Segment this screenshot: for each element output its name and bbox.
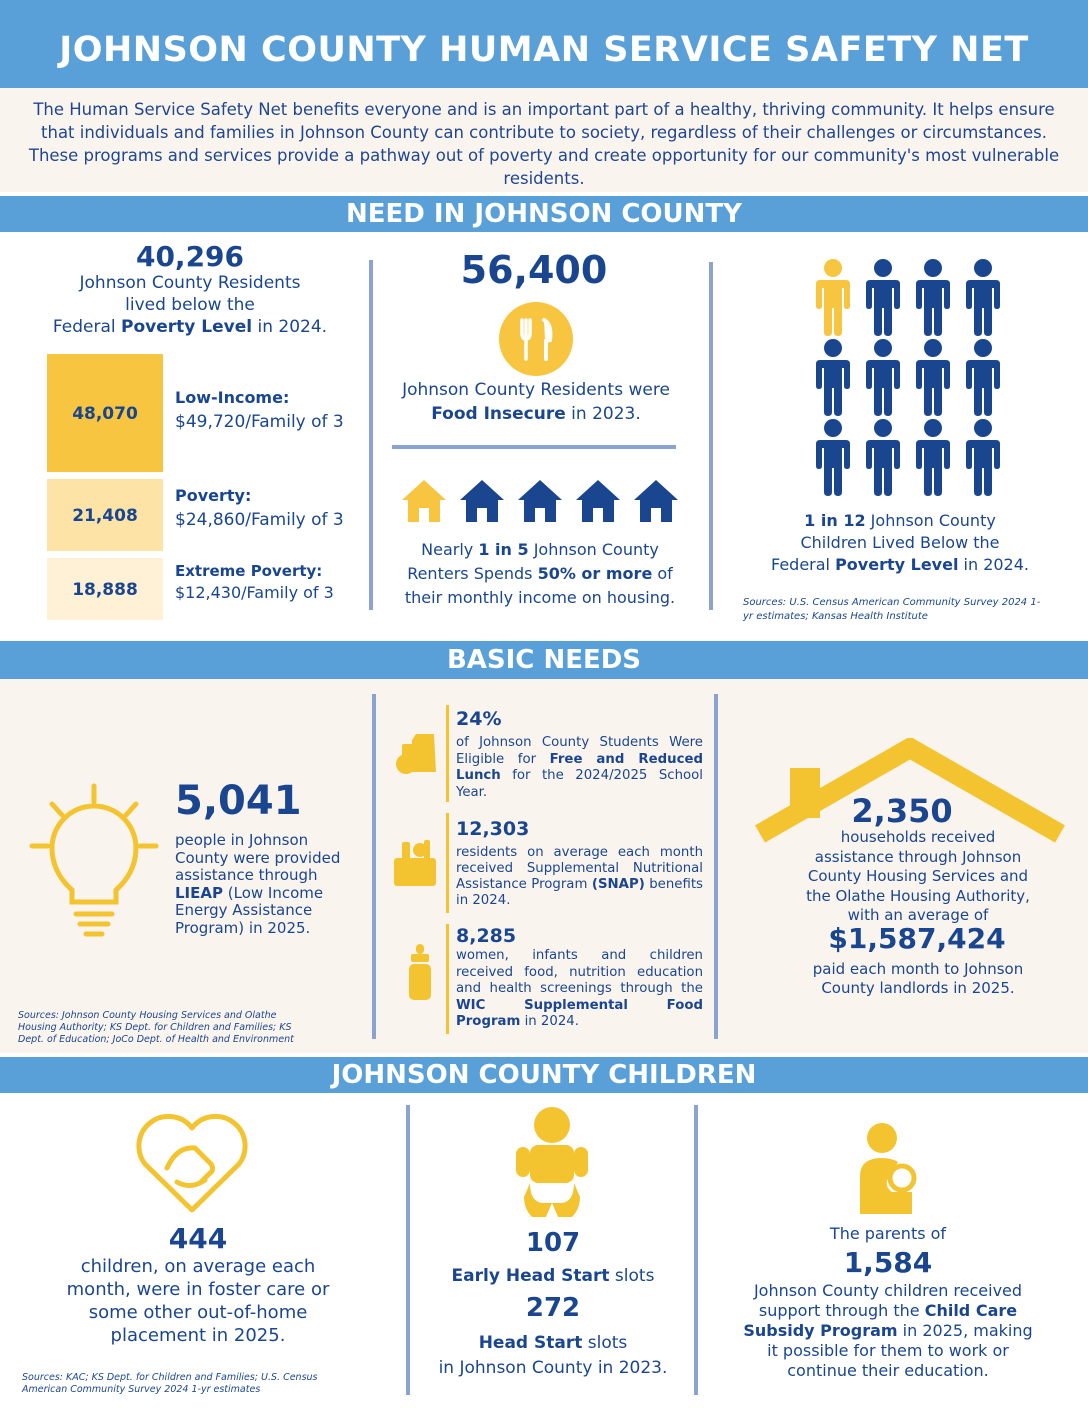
housing-text: households received assistance through J… — [806, 828, 1030, 924]
poverty-text: Johnson County Residents lived below the… — [30, 272, 350, 338]
snap-count: 12,303 — [456, 818, 530, 840]
housing-count: 2,350 — [851, 792, 953, 830]
poverty-line-2: lived below the — [125, 295, 255, 315]
child-figure-icon — [916, 339, 950, 416]
tier-low-income-label: Low-Income: $49,720/Family of 3 — [175, 388, 344, 432]
food-count: 56,400 — [460, 248, 608, 292]
tier-value: 18,888 — [72, 580, 138, 600]
divider — [694, 1105, 698, 1395]
baby-bottle-icon — [406, 944, 434, 1002]
house-roof-icon — [752, 736, 1068, 848]
parent-child-icon — [856, 1122, 918, 1214]
child-figure-icon — [816, 259, 850, 336]
hs-text: Head Start slots in Johnson County in 20… — [438, 1333, 668, 1378]
tier-low-income: 48,070 — [47, 354, 163, 472]
divider — [406, 1105, 410, 1395]
house-icon — [460, 480, 504, 522]
child-figure-icon — [966, 339, 1000, 416]
child-figure-icon — [916, 259, 950, 336]
foster-text: children, on average each month, were in… — [66, 1256, 330, 1346]
divider — [709, 262, 713, 610]
lunch-icon — [394, 730, 438, 776]
children-sources: Sources: KAC; KS Dept. for Children and … — [22, 1372, 318, 1395]
tier-poverty-label: Poverty: $24,860/Family of 3 — [175, 486, 344, 530]
house-icon — [634, 480, 678, 522]
house-icon — [402, 480, 446, 522]
child-figure-icon — [966, 259, 1000, 336]
food-text: Johnson County Residents were Food Insec… — [402, 380, 670, 424]
poverty-line-1: Johnson County Residents — [79, 273, 301, 293]
tier-extreme-label: Extreme Poverty: $12,430/Family of 3 — [175, 562, 334, 602]
snap-text: residents on average each month received… — [456, 845, 703, 908]
child-figure-icon — [866, 339, 900, 416]
ccs-count: 1,584 — [843, 1246, 933, 1279]
ehs-text: Early Head Start slots — [451, 1266, 655, 1286]
child-poverty-text: 1 in 12 Johnson County Children Lived Be… — [770, 511, 1029, 574]
children-figures — [808, 258, 1008, 498]
house-icon — [576, 480, 620, 522]
lunch-text: of Johnson County Students Were Eligible… — [456, 735, 703, 800]
rent-text: Nearly 1 in 5 Johnson County Renters Spe… — [404, 540, 676, 607]
basic-banner: BASIC NEEDS — [0, 641, 1088, 679]
tier-extreme: 18,888 — [47, 558, 163, 620]
page-title: JOHNSON COUNTY HUMAN SERVICE SAFETY NET — [59, 30, 1029, 70]
housing-text-2: paid each month to Johnson County landlo… — [812, 960, 1024, 997]
wic-count: 8,285 — [456, 925, 517, 947]
snap-accent-line — [446, 813, 449, 913]
ehs-count: 107 — [525, 1228, 581, 1258]
heart-hands-icon — [133, 1110, 251, 1216]
need-sources: Sources: U.S. Census American Community … — [743, 597, 1041, 622]
divider — [714, 694, 718, 1039]
intro-panel: The Human Service Safety Net benefits ev… — [0, 88, 1088, 192]
need-heading: NEED IN JOHNSON COUNTY — [346, 199, 742, 229]
lunch-count: 24% — [456, 708, 502, 730]
children-banner: JOHNSON COUNTY CHILDREN — [0, 1057, 1088, 1093]
ccs-pre: The parents of — [829, 1224, 947, 1243]
basic-sources: Sources: Johnson County Housing Services… — [18, 1010, 294, 1045]
child-figure-icon — [816, 419, 850, 496]
grocery-bag-icon — [392, 838, 438, 888]
liheap-text: people in Johnson County were provided a… — [175, 831, 341, 937]
child-figure-icon — [816, 339, 850, 416]
tier-value: 21,408 — [72, 506, 138, 526]
child-figure-icon — [866, 259, 900, 336]
lunch-accent-line — [446, 705, 449, 802]
ccs-text: Johnson County children received support… — [743, 1281, 1033, 1380]
child-figure-icon — [966, 419, 1000, 496]
intro-text: The Human Service Safety Net benefits ev… — [28, 100, 1060, 188]
housing-amount: $1,587,424 — [828, 922, 1006, 955]
baby-icon — [516, 1105, 588, 1221]
children-heading: JOHNSON COUNTY CHILDREN — [331, 1060, 757, 1090]
child-figure-icon — [916, 419, 950, 496]
tier-value: 48,070 — [72, 404, 138, 424]
basic-heading: BASIC NEEDS — [446, 645, 642, 675]
child-figure-icon — [866, 419, 900, 496]
foster-count: 444 — [168, 1222, 228, 1255]
tier-poverty: 21,408 — [47, 479, 163, 551]
house-icon — [518, 480, 562, 522]
house-icons — [400, 478, 682, 528]
liheap-count: 5,041 — [175, 778, 302, 824]
divider — [369, 260, 373, 610]
need-banner: NEED IN JOHNSON COUNTY — [0, 196, 1088, 232]
wic-text: women, infants and children received foo… — [456, 948, 703, 1029]
lightbulb-icon — [28, 782, 160, 942]
poverty-line-3: Federal Poverty Level in 2024. — [52, 317, 328, 337]
food-divider — [392, 445, 676, 449]
wic-accent-line — [446, 924, 449, 1034]
poverty-count: 40,296 — [135, 240, 245, 273]
fork-knife-icon — [499, 302, 573, 376]
divider — [372, 694, 376, 1039]
title-banner: JOHNSON COUNTY HUMAN SERVICE SAFETY NET — [0, 0, 1088, 88]
hs-count: 272 — [525, 1293, 581, 1323]
